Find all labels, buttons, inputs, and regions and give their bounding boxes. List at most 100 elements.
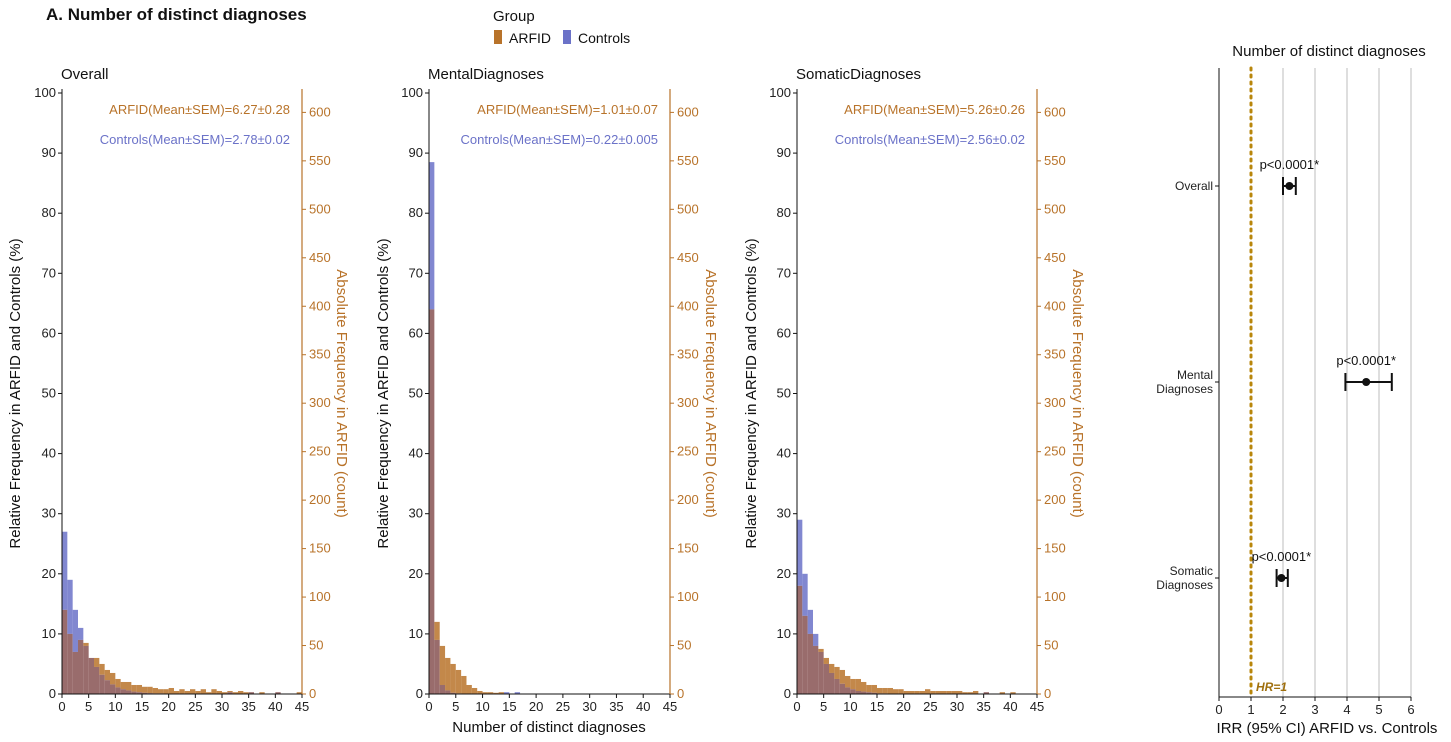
- bar-controls: [429, 162, 435, 310]
- bar-arfid: [903, 690, 909, 694]
- x-tick-label: 45: [663, 699, 677, 714]
- histogram-panel-1: Overall010203040506070809010005010015020…: [7, 66, 350, 714]
- bar-arfid: [466, 684, 472, 694]
- y2-tick-label: 300: [677, 395, 699, 410]
- x-tick-label: 40: [1003, 699, 1017, 714]
- y-tick-label: 60: [409, 325, 423, 340]
- x-tick-label: 25: [923, 699, 937, 714]
- bar-arfid: [951, 690, 957, 694]
- bar-arfid: [914, 690, 920, 694]
- bar-arfid: [882, 687, 888, 694]
- x-tick-label: 0: [58, 699, 65, 714]
- bar-arfid: [131, 684, 137, 692]
- bar-overlap: [142, 692, 148, 694]
- bar-arfid: [450, 663, 456, 693]
- y2-tick-label: 350: [309, 347, 331, 362]
- x-tick-label: 35: [609, 699, 623, 714]
- bar-overlap: [802, 615, 808, 694]
- forest-x-tick-label: 2: [1279, 702, 1286, 717]
- bar-arfid: [829, 663, 835, 673]
- bar-controls: [78, 627, 84, 640]
- x-tick-label: 5: [452, 699, 459, 714]
- y2-tick-label: 0: [309, 686, 316, 701]
- y2-tick-label: 500: [1044, 201, 1066, 216]
- x-tick-label: 45: [295, 699, 309, 714]
- bar-overlap: [861, 691, 867, 694]
- y-tick-label: 30: [42, 506, 56, 521]
- bar-overlap: [439, 684, 446, 694]
- y-tick-label: 0: [784, 686, 791, 701]
- bar-arfid: [211, 689, 217, 694]
- bar-arfid: [222, 692, 228, 694]
- y2-tick-label: 150: [677, 541, 699, 556]
- bar-overlap: [248, 692, 254, 694]
- bar-arfid: [999, 692, 1005, 694]
- y2-tick-label: 100: [309, 589, 331, 604]
- bar-overlap: [871, 692, 877, 694]
- bar-controls: [67, 579, 73, 634]
- bar-arfid: [216, 690, 222, 694]
- legend-title: Group: [493, 8, 535, 25]
- x-tick-label: 35: [976, 699, 990, 714]
- x-tick-label: 30: [950, 699, 964, 714]
- y-tick-label: 50: [777, 386, 791, 401]
- y-tick-label: 90: [409, 145, 423, 160]
- bar-overlap: [834, 678, 840, 694]
- y-tick-label: 60: [777, 325, 791, 340]
- forest-row-label: Overall: [1175, 179, 1213, 193]
- bar-overlap: [983, 692, 989, 694]
- y-axis-label: Relative Frequency in ARFID and Controls…: [743, 238, 760, 548]
- bar-arfid: [195, 690, 201, 694]
- x-tick-label: 30: [215, 699, 229, 714]
- y2-tick-label: 150: [309, 541, 331, 556]
- bar-arfid: [152, 687, 158, 694]
- p-value-label: p<0.0001*: [1336, 353, 1396, 368]
- bar-arfid: [434, 621, 440, 640]
- panel-title: SomaticDiagnoses: [796, 66, 921, 83]
- bar-arfid: [110, 672, 116, 685]
- bar-arfid: [445, 657, 451, 691]
- bar-arfid: [179, 689, 185, 694]
- bar-overlap: [823, 663, 829, 694]
- bar-arfid: [973, 690, 979, 694]
- y-tick-label: 40: [409, 446, 423, 461]
- bar-arfid: [887, 687, 893, 694]
- bar-arfid: [1010, 692, 1016, 694]
- x-tick-label: 5: [820, 699, 827, 714]
- x-tick-label: 30: [582, 699, 596, 714]
- panel-title: A. Number of distinct diagnoses: [46, 5, 307, 24]
- bar-arfid: [136, 684, 142, 693]
- y-tick-label: 70: [42, 265, 56, 280]
- forest-row-label: Mental: [1177, 368, 1213, 382]
- bar-overlap: [450, 692, 456, 694]
- y2-tick-label: 200: [309, 492, 331, 507]
- annotation-controls: Controls(Mean±SEM)=0.22±0.005: [461, 132, 658, 147]
- reference-label: HR=1: [1256, 680, 1287, 694]
- y2-tick-label: 200: [1044, 492, 1066, 507]
- y-tick-label: 70: [777, 265, 791, 280]
- legend-swatch-arfid: [494, 30, 502, 44]
- x-tick-label: 25: [556, 699, 570, 714]
- bar-arfid: [439, 645, 446, 685]
- x-tick-label: 10: [475, 699, 489, 714]
- y-axis-label: Relative Frequency in ARFID and Controls…: [375, 238, 392, 548]
- bar-arfid: [206, 692, 212, 694]
- bar-arfid: [126, 681, 132, 691]
- point-estimate: [1285, 182, 1294, 190]
- y-tick-label: 60: [42, 325, 56, 340]
- y2-tick-label: 300: [1044, 395, 1066, 410]
- bar-arfid: [893, 689, 899, 694]
- bar-arfid: [850, 678, 856, 690]
- bar-arfid: [168, 687, 174, 694]
- y-axis-label: Relative Frequency in ARFID and Controls…: [7, 238, 24, 548]
- bar-overlap: [866, 692, 872, 694]
- y2-tick-label: 400: [677, 298, 699, 313]
- y2-tick-label: 550: [309, 153, 331, 168]
- y-tick-label: 10: [42, 626, 56, 641]
- bar-arfid: [925, 689, 931, 694]
- x-tick-label: 40: [268, 699, 282, 714]
- y-tick-label: 80: [777, 205, 791, 220]
- x-tick-label: 20: [896, 699, 910, 714]
- y2-tick-label: 400: [1044, 298, 1066, 313]
